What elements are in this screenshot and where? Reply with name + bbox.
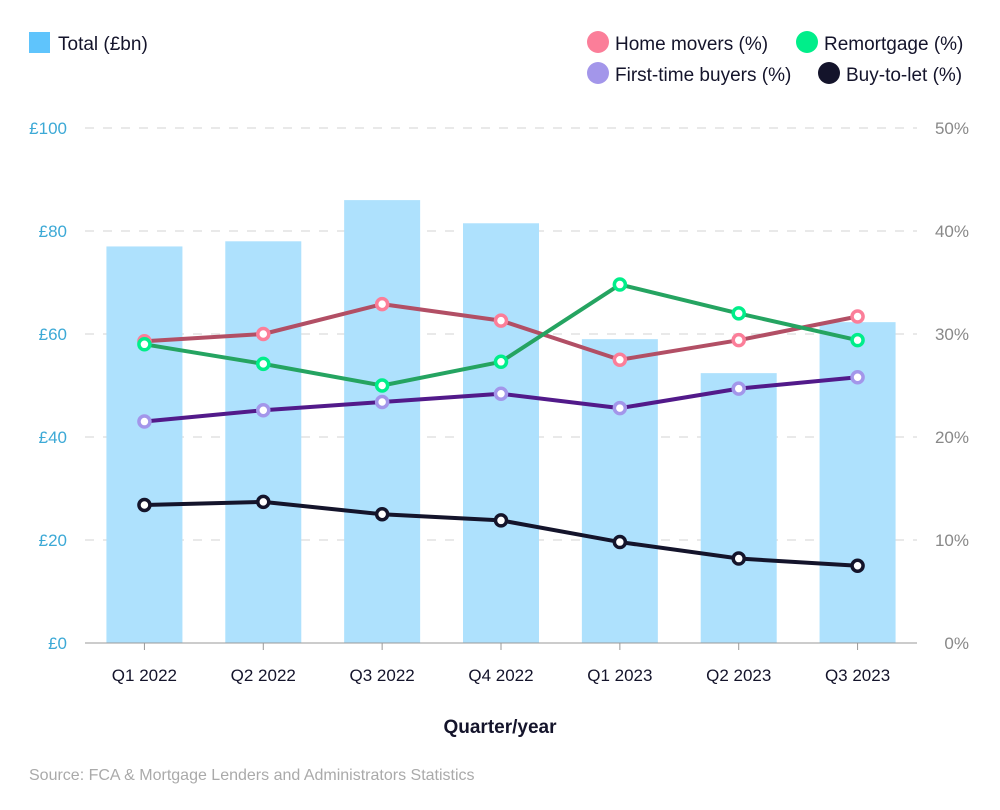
data-point <box>374 378 390 393</box>
x-axis-title: Quarter/year <box>443 717 557 738</box>
legend-marker <box>587 62 609 84</box>
data-point <box>493 386 509 401</box>
data-point <box>374 394 390 410</box>
data-point <box>612 352 628 367</box>
left-axis-tick: £60 <box>39 325 67 344</box>
right-axis-tick: 20% <box>935 428 969 447</box>
x-axis-tick: Q2 2023 <box>706 666 771 685</box>
left-axis-tick: £100 <box>29 119 67 138</box>
legend-marker <box>587 31 609 53</box>
left-axis-tick: £80 <box>39 222 67 241</box>
bar-total <box>463 223 539 643</box>
data-point <box>850 370 865 385</box>
x-axis-tick: Q3 2023 <box>825 666 890 685</box>
left-axis-tick: £40 <box>39 428 67 447</box>
data-point <box>731 306 746 321</box>
data-point <box>137 337 152 352</box>
legend-swatch-total <box>29 32 50 53</box>
bar-total <box>581 339 658 643</box>
legend-label: First-time buyers (%) <box>615 65 791 86</box>
data-point <box>137 497 152 513</box>
x-axis-tick: Q1 2022 <box>112 666 177 685</box>
data-point <box>612 400 628 416</box>
data-point <box>612 534 628 550</box>
legend-label: Home movers (%) <box>615 34 768 55</box>
data-point <box>493 354 509 370</box>
data-point <box>731 381 746 396</box>
data-point <box>731 332 746 348</box>
data-point <box>612 277 628 292</box>
bar-total <box>344 200 421 643</box>
legend-marker <box>818 62 840 84</box>
data-point <box>374 507 390 522</box>
data-point <box>850 332 865 348</box>
right-axis-tick: 50% <box>935 119 969 138</box>
legend-label-total: Total (£bn) <box>58 34 148 55</box>
x-axis-tick: Q4 2022 <box>468 666 533 685</box>
right-axis-tick: 10% <box>935 531 969 550</box>
data-point <box>493 313 509 328</box>
data-point <box>493 513 509 528</box>
data-point <box>256 494 271 510</box>
data-point <box>256 326 271 342</box>
data-point <box>256 402 271 418</box>
data-point <box>850 309 865 324</box>
source-note: Source: FCA & Mortgage Lenders and Admin… <box>29 767 475 784</box>
data-point <box>137 414 152 429</box>
bar-total <box>106 246 183 643</box>
x-axis-tick: Q1 2023 <box>587 666 652 685</box>
data-point <box>850 558 865 573</box>
left-axis-tick: £0 <box>48 634 67 653</box>
x-axis-tick: Q2 2022 <box>231 666 296 685</box>
data-point <box>731 551 746 566</box>
right-axis-tick: 40% <box>935 222 969 241</box>
bar-total <box>700 373 777 643</box>
bar-total <box>225 241 302 644</box>
left-axis-tick: £20 <box>39 531 67 550</box>
legend-marker <box>796 31 818 53</box>
x-axis-tick: Q3 2022 <box>350 666 415 685</box>
right-axis-tick: 30% <box>935 325 969 344</box>
data-point <box>256 356 271 372</box>
right-axis-tick: 0% <box>944 634 969 653</box>
data-point <box>374 296 390 312</box>
legend-label: Buy-to-let (%) <box>846 65 962 86</box>
legend-label: Remortgage (%) <box>824 34 963 55</box>
